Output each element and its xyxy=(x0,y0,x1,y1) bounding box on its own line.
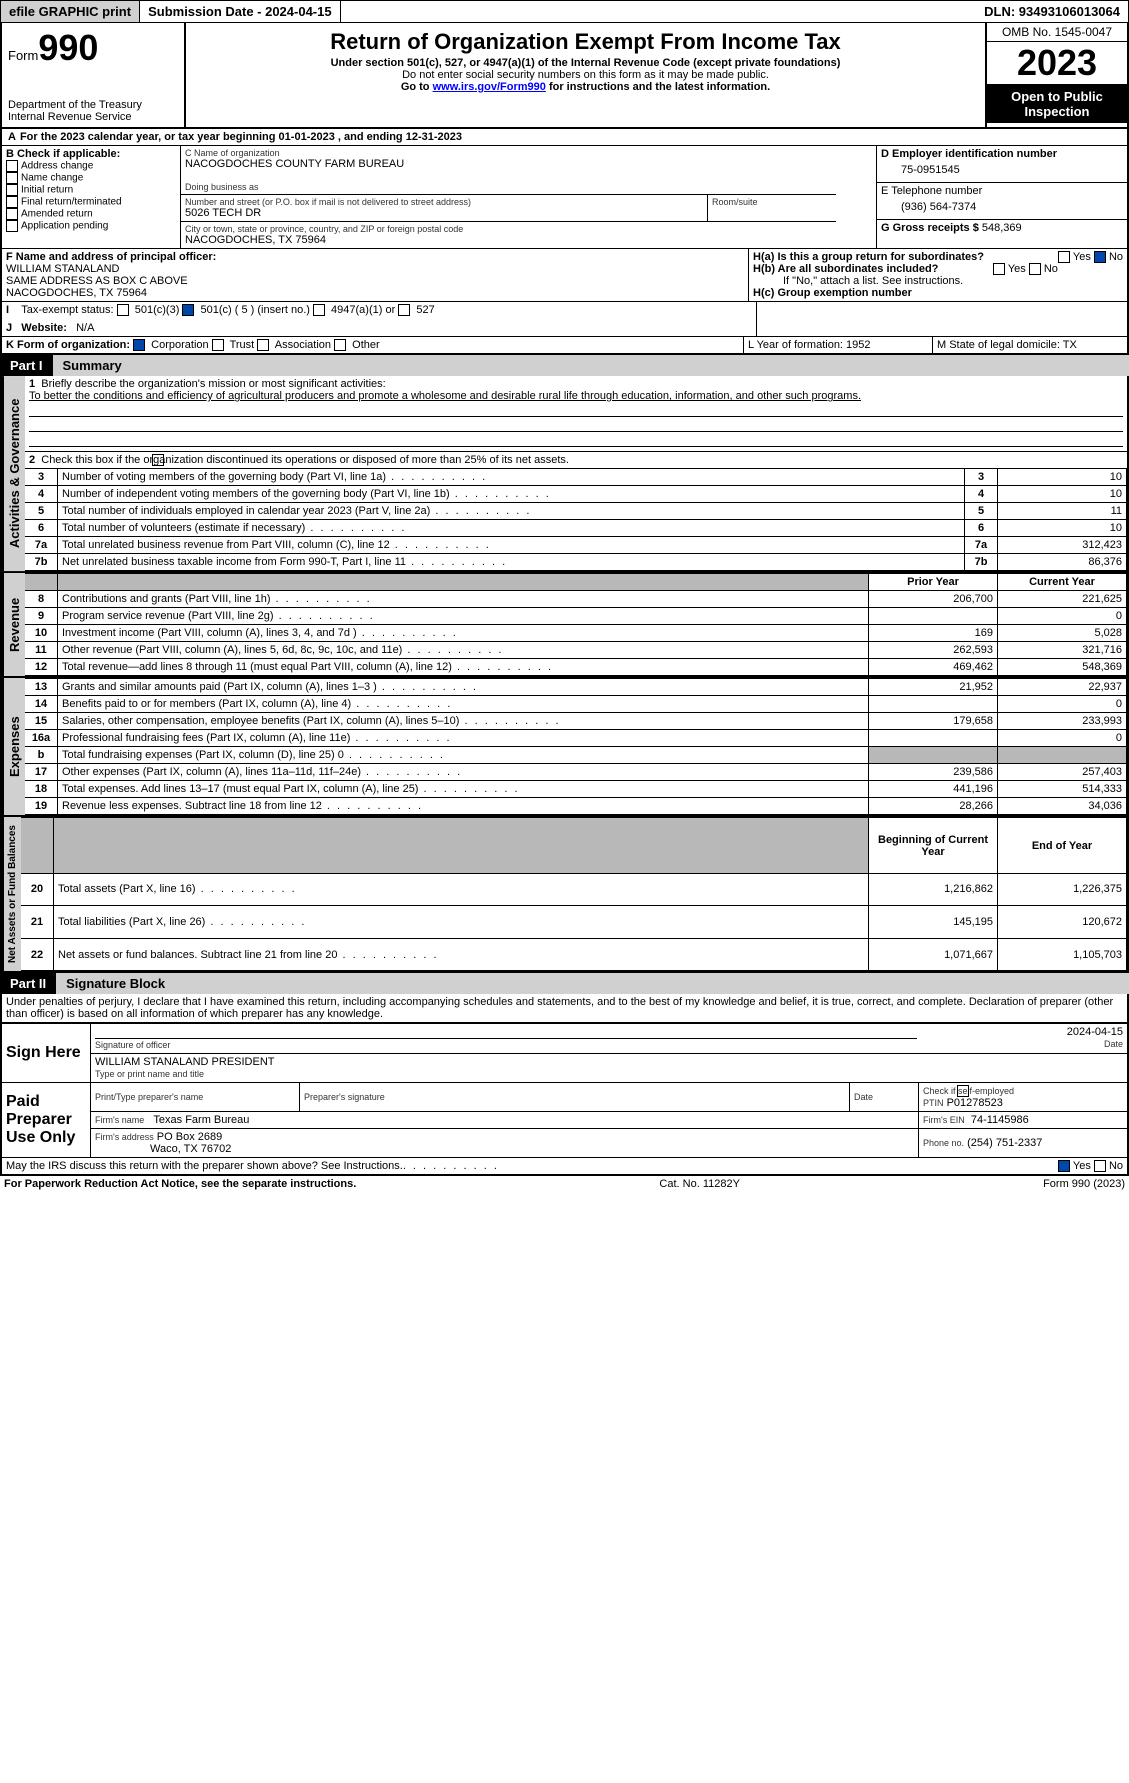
box-b: B Check if applicable: Address changeNam… xyxy=(2,146,181,248)
firm-phone: (254) 751-2337 xyxy=(967,1137,1042,1149)
org-info-row: B Check if applicable: Address changeNam… xyxy=(0,146,1129,249)
firm-ein: 74-1145986 xyxy=(971,1114,1029,1126)
irs-label: Internal Revenue Service xyxy=(8,111,178,123)
checkbox-checked-icon xyxy=(182,304,194,316)
checkbox-option[interactable]: Final return/terminated xyxy=(6,196,176,208)
checkbox-option[interactable]: Name change xyxy=(6,172,176,184)
tax-year: 2023 xyxy=(987,42,1127,85)
firm-name: Texas Farm Bureau xyxy=(153,1114,249,1126)
street-address: 5026 TECH DR xyxy=(185,207,703,219)
tax-status-row: I Tax-exempt status: 501(c)(3) 501(c) ( … xyxy=(0,302,1129,337)
header: Form990 Department of the Treasury Inter… xyxy=(0,23,1129,129)
checkbox-option[interactable]: Amended return xyxy=(6,208,176,220)
revenue-section: Revenue Prior YearCurrent Year8Contribut… xyxy=(0,573,1129,678)
boxes-deg: D Employer identification number75-09515… xyxy=(877,146,1127,248)
goto-line: Go to www.irs.gov/Form990 for instructio… xyxy=(190,81,981,93)
summary-section: Activities & Governance 1 Briefly descri… xyxy=(0,376,1129,573)
part2-header: Part IISignature Block xyxy=(0,973,1129,994)
website: N/A xyxy=(76,322,94,334)
irs-url-link[interactable]: www.irs.gov/Form990 xyxy=(433,81,546,93)
org-name: NACOGDOCHES COUNTY FARM BUREAU xyxy=(185,158,832,170)
tab-netassets: Net Assets or Fund Balances xyxy=(2,817,21,971)
sign-here-label: Sign Here xyxy=(1,1024,91,1083)
officer-name-title: WILLIAM STANALAND PRESIDENT xyxy=(95,1056,275,1068)
ein: 75-0951545 xyxy=(881,160,1123,180)
expenses-section: Expenses 13Grants and similar amounts pa… xyxy=(0,678,1129,817)
sig-date: 2024-04-15 xyxy=(1067,1026,1123,1038)
state-domicile: M State of legal domicile: TX xyxy=(933,337,1127,353)
officer-name: WILLIAM STANALAND xyxy=(6,263,744,275)
signature-table: Sign Here 2024-04-15Signature of officer… xyxy=(0,1023,1129,1158)
discuss-row: May the IRS discuss this return with the… xyxy=(0,1158,1129,1176)
ptin: P01278523 xyxy=(947,1097,1003,1109)
tab-expenses: Expenses xyxy=(2,678,25,815)
checkbox-option[interactable]: Initial return xyxy=(6,184,176,196)
officer-row: F Name and address of principal officer:… xyxy=(0,249,1129,302)
ssn-warning: Do not enter social security numbers on … xyxy=(190,69,981,81)
submission-date: Submission Date - 2024-04-15 xyxy=(140,1,341,22)
firm-address: PO Box 2689 xyxy=(157,1131,222,1143)
checkbox-checked-icon xyxy=(1094,251,1106,263)
checkbox-checked-icon xyxy=(133,339,145,351)
checkbox-option[interactable]: Application pending xyxy=(6,220,176,232)
form-of-org-row: K Form of organization: Corporation Trus… xyxy=(0,337,1129,355)
expenses-table: 13Grants and similar amounts paid (Part … xyxy=(25,678,1127,815)
paid-preparer-label: Paid Preparer Use Only xyxy=(1,1083,91,1158)
perjury-decl: Under penalties of perjury, I declare th… xyxy=(0,994,1129,1023)
form-title: Return of Organization Exempt From Incom… xyxy=(190,29,981,55)
city-state-zip: NACOGDOCHES, TX 75964 xyxy=(185,234,832,246)
mission-statement: To better the conditions and efficiency … xyxy=(29,390,861,402)
top-bar: efile GRAPHIC print Submission Date - 20… xyxy=(0,0,1129,23)
box-c: C Name of organizationNACOGDOCHES COUNTY… xyxy=(181,146,836,248)
dln: DLN: 93493106013064 xyxy=(976,1,1128,22)
omb-number: OMB No. 1545-0047 xyxy=(987,23,1127,42)
checkbox-checked-icon xyxy=(1058,1160,1070,1172)
period-row: AFor the 2023 calendar year, or tax year… xyxy=(0,129,1129,146)
public-inspection: Open to Public Inspection xyxy=(987,85,1127,123)
revenue-table: Prior YearCurrent Year8Contributions and… xyxy=(25,573,1127,676)
gross-receipts: 548,369 xyxy=(982,222,1022,234)
year-formation: L Year of formation: 1952 xyxy=(744,337,933,353)
netassets-section: Net Assets or Fund Balances Beginning of… xyxy=(0,817,1129,973)
tab-revenue: Revenue xyxy=(2,573,25,676)
part1-header: Part ISummary xyxy=(0,355,1129,376)
form-number: Form990 xyxy=(8,27,178,69)
governance-table: 3Number of voting members of the governi… xyxy=(25,468,1127,571)
footer: For Paperwork Reduction Act Notice, see … xyxy=(0,1176,1129,1192)
netassets-table: Beginning of Current YearEnd of Year20To… xyxy=(21,817,1127,971)
form-subtitle: Under section 501(c), 527, or 4947(a)(1)… xyxy=(190,57,981,69)
efile-badge: efile GRAPHIC print xyxy=(1,1,140,22)
dept-label: Department of the Treasury xyxy=(8,99,178,111)
tab-governance: Activities & Governance xyxy=(2,376,25,571)
telephone: (936) 564-7374 xyxy=(881,197,1123,217)
checkbox-option[interactable]: Address change xyxy=(6,160,176,172)
